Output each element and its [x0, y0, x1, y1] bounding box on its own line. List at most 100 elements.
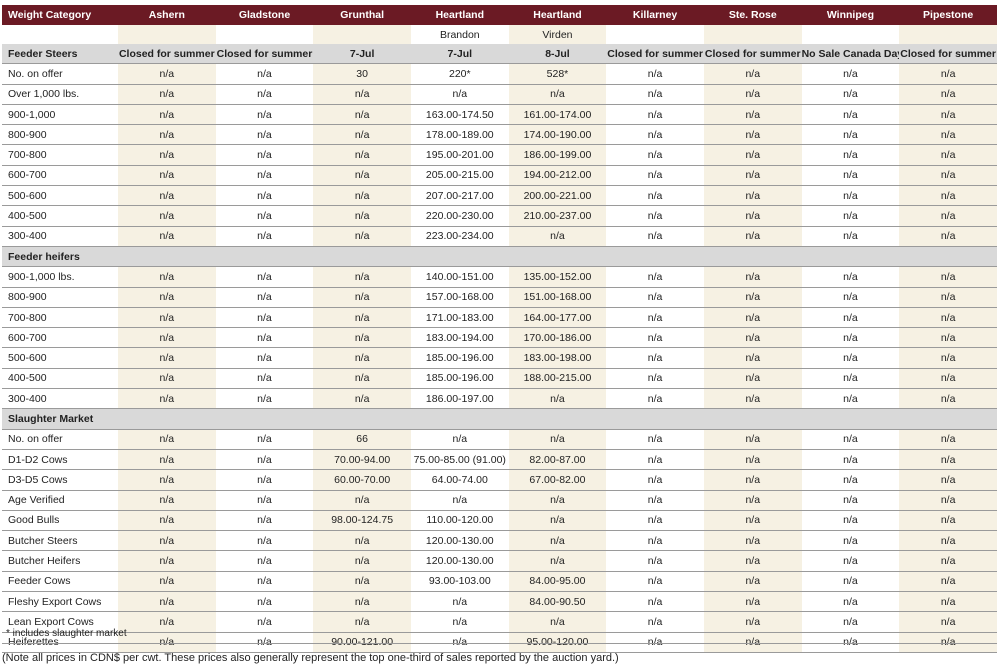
- table-cell: n/a: [899, 84, 997, 105]
- table-row: 500-600 n/a n/a n/a 207.00-217.00 200.00-221.…: [2, 185, 997, 207]
- section-row: Feeder Steers Closed for summer Closed for…: [2, 44, 997, 65]
- table-cell: 220.00-230.00: [410, 205, 509, 227]
- table-cell: n/a: [410, 611, 509, 633]
- table-cell: n/a: [606, 226, 704, 247]
- table-cell: No Sale Canada Day: [801, 44, 900, 65]
- table-cell: 67.00-82.00: [508, 469, 607, 491]
- table-row: D3-D5 Cows n/a n/a 60.00-70.00 64.00-74.00 67…: [2, 469, 997, 491]
- table-cell: 194.00-212.00: [508, 165, 607, 187]
- table-cell: n/a: [215, 368, 314, 390]
- table-cell: n/a: [703, 84, 802, 105]
- table-cell: n/a: [703, 449, 802, 471]
- table-cell: n/a: [215, 632, 314, 653]
- table-cell: n/a: [410, 490, 509, 511]
- table-cell: [899, 408, 997, 430]
- table-cell: n/a: [313, 205, 411, 227]
- table-cell: 183.00-194.00: [410, 327, 509, 349]
- table-cell: n/a: [899, 124, 997, 146]
- table-cell: 205.00-215.00: [410, 165, 509, 187]
- table-cell: n/a: [899, 347, 997, 369]
- table-cell: n/a: [703, 429, 802, 450]
- table-cell: n/a: [606, 632, 704, 653]
- table-cell: n/a: [899, 104, 997, 126]
- table-cell: [313, 408, 411, 430]
- table-cell: n/a: [215, 104, 314, 126]
- row-label: 700-800: [2, 144, 118, 166]
- table-row: Feeder Cows n/a n/a n/a 93.00-103.00 84.00-95…: [2, 571, 997, 593]
- table-cell: [410, 408, 509, 430]
- table-cell: n/a: [801, 632, 900, 653]
- table-cell: n/a: [118, 449, 216, 471]
- table-cell: 90.00-121.00: [313, 632, 411, 653]
- table-cell: n/a: [508, 490, 607, 511]
- table-cell: n/a: [118, 510, 216, 532]
- table-cell: n/a: [899, 591, 997, 613]
- table-cell: 95.00-120.00: [508, 632, 607, 653]
- table-cell: 8-Jul: [508, 44, 607, 65]
- price-note: (Note all prices in CDN$ per cwt. These …: [2, 652, 619, 664]
- table-cell: 528*: [508, 63, 607, 85]
- location-subheader: [118, 25, 216, 44]
- table-cell: n/a: [801, 266, 900, 288]
- table-cell: n/a: [118, 327, 216, 349]
- table-cell: n/a: [899, 266, 997, 288]
- row-label: 900-1,000: [2, 104, 118, 126]
- table-cell: 64.00-74.00: [410, 469, 509, 491]
- table-cell: n/a: [703, 307, 802, 329]
- table-row: 300-400 n/a n/a n/a 186.00-197.00 n/a n/a n/a n/…: [2, 388, 997, 410]
- table-row: No. on offer n/a n/a 66 n/a n/a n/a n/a n/a n/a: [2, 429, 997, 450]
- table-cell: n/a: [606, 307, 704, 329]
- table-cell: n/a: [606, 571, 704, 593]
- table-cell: 135.00-152.00: [508, 266, 607, 288]
- table-cell: n/a: [313, 144, 411, 166]
- table-cell: n/a: [215, 84, 314, 105]
- table-row: Age Verified n/a n/a n/a n/a n/a n/a n/a n/a n/a: [2, 490, 997, 511]
- table-cell: n/a: [899, 530, 997, 552]
- table-cell: n/a: [899, 469, 997, 491]
- table-cell: [313, 246, 411, 268]
- table-cell: n/a: [410, 591, 509, 613]
- table-row: Heiferettes n/a n/a 90.00-121.00 n/a 95.00-12…: [2, 632, 997, 653]
- table-cell: 82.00-87.00: [508, 449, 607, 471]
- table-cell: n/a: [801, 63, 900, 85]
- table-cell: n/a: [215, 347, 314, 369]
- table-cell: 157.00-168.00: [410, 287, 509, 308]
- table-cell: n/a: [801, 205, 900, 227]
- row-label: 700-800: [2, 307, 118, 329]
- table-cell: 183.00-198.00: [508, 347, 607, 369]
- table-cell: n/a: [703, 226, 802, 247]
- row-label: Heiferettes: [2, 632, 118, 653]
- location-subheader: [2, 25, 118, 44]
- section-title: Feeder heifers: [2, 246, 118, 268]
- table-cell: n/a: [703, 124, 802, 146]
- table-cell: n/a: [118, 611, 216, 633]
- location-subheader: [313, 25, 411, 44]
- location-subheader: [606, 25, 704, 44]
- table-cell: n/a: [801, 490, 900, 511]
- table-cell: n/a: [703, 144, 802, 166]
- section-title: Slaughter Market: [2, 408, 118, 430]
- column-header: Pipestone: [899, 5, 997, 25]
- table-cell: n/a: [899, 449, 997, 471]
- footnote: * includes slaughter market: [6, 628, 127, 639]
- table-cell: n/a: [313, 490, 411, 511]
- table-cell: n/a: [118, 84, 216, 105]
- table-cell: n/a: [215, 388, 314, 410]
- location-subheader: [216, 25, 314, 44]
- table-cell: n/a: [703, 205, 802, 227]
- table-cell: [703, 408, 802, 430]
- table-cell: n/a: [313, 571, 411, 593]
- table-cell: n/a: [703, 327, 802, 349]
- table-cell: Closed for summer: [606, 44, 704, 65]
- table-cell: n/a: [215, 165, 314, 187]
- table-cell: n/a: [703, 165, 802, 187]
- table-cell: 120.00-130.00: [410, 550, 509, 572]
- table-cell: n/a: [801, 429, 900, 450]
- table-cell: Closed for summer: [703, 44, 802, 65]
- table-cell: n/a: [899, 144, 997, 166]
- table-cell: n/a: [118, 490, 216, 511]
- location-subheader: Virden: [508, 25, 607, 44]
- table-cell: n/a: [118, 287, 216, 308]
- table-cell: n/a: [313, 368, 411, 390]
- table-cell: n/a: [801, 510, 900, 532]
